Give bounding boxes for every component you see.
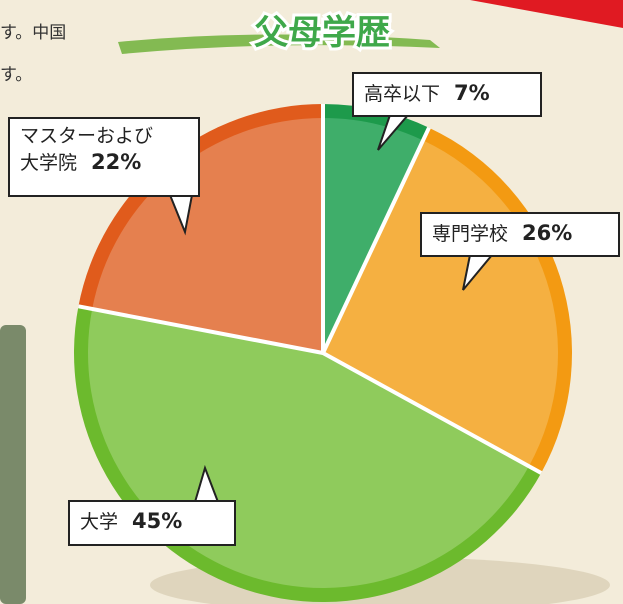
corner-decoration <box>470 0 623 28</box>
brush-stroke <box>118 34 440 54</box>
category-label: 高卒以下 <box>364 83 441 105</box>
chart-title: 父母学歴 <box>254 13 390 53</box>
callout: 専門学校 26% <box>420 212 620 257</box>
slice-divider <box>322 351 543 475</box>
value-label: 26% <box>522 221 573 245</box>
callout: 大学 45% <box>68 500 236 546</box>
slice <box>92 118 323 353</box>
category-label: 専門学校 <box>432 223 509 245</box>
category-label: マスターおよび 大学院 <box>20 125 154 174</box>
value-label: 45% <box>132 509 183 533</box>
slice-divider <box>78 304 324 355</box>
callout: マスターおよび 大学院 22% <box>8 117 200 197</box>
side-text: す。 <box>0 65 33 85</box>
category-label: 大学 <box>80 511 119 533</box>
value-label: 7% <box>454 81 490 105</box>
slice <box>323 118 424 353</box>
value-label: 22% <box>91 149 142 174</box>
slice-divider <box>321 126 431 354</box>
side-text: す。中国 <box>0 23 67 43</box>
callout: 高卒以下 7% <box>352 72 542 117</box>
photo-edge <box>0 325 26 604</box>
